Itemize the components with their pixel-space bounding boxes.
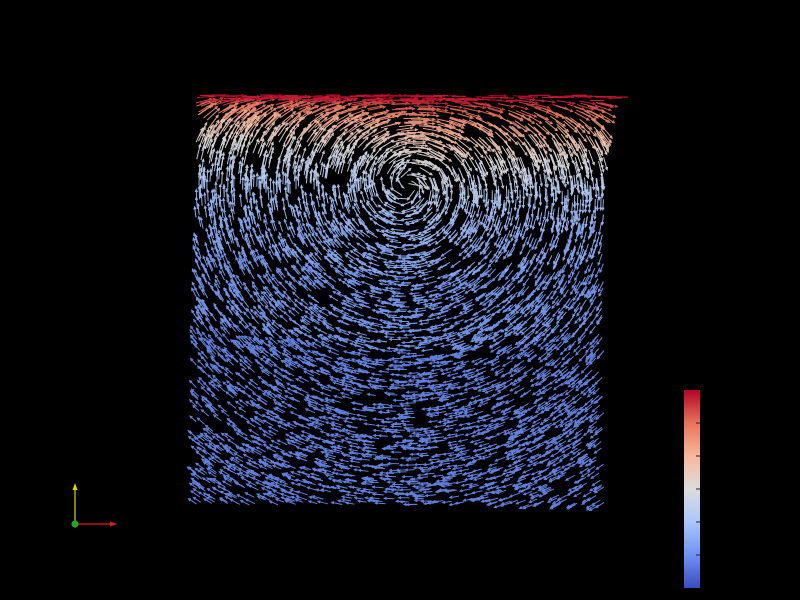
color-legend-ticks — [696, 422, 700, 556]
glyph-batch — [197, 166, 605, 225]
lid-glyphs — [200, 94, 628, 102]
glyph-batch — [198, 102, 617, 125]
z-axis-dot — [71, 520, 79, 528]
color-legend-bar — [684, 390, 700, 588]
y-axis-arrowhead — [72, 483, 78, 490]
x-axis-arrowhead — [110, 521, 117, 527]
color-legend[interactable] — [684, 390, 700, 588]
glyph-batch — [196, 141, 609, 195]
glyph-batch — [186, 318, 605, 512]
orientation-axes — [71, 483, 117, 528]
glyph-batch — [191, 244, 604, 353]
velocity-glyphs — [186, 93, 628, 512]
glyph-batch — [193, 183, 605, 245]
glyph-batch — [192, 208, 603, 278]
glyph-batch — [198, 117, 610, 157]
glyph-batch — [216, 108, 613, 140]
